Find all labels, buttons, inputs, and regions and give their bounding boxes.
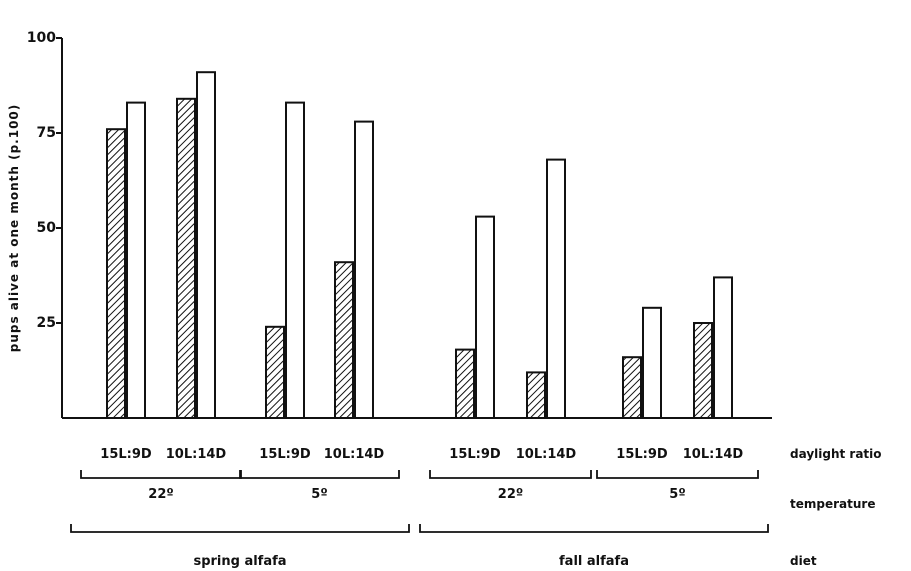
diet-group-label: spring alfafa	[193, 554, 286, 569]
y-tick-label: 25	[37, 315, 56, 331]
y-tick-label: 100	[27, 30, 56, 46]
daylight-ratio-label: 10L:14D	[683, 447, 744, 462]
temperature-group-label: 22º	[148, 487, 173, 502]
temperature-group-bracket	[429, 470, 592, 479]
temperature-group-label: 5º	[669, 487, 685, 502]
daylight-ratio-label: 10L:14D	[516, 447, 577, 462]
daylight-ratio-label: 15L:9D	[100, 447, 152, 462]
hatched-bar	[622, 356, 642, 420]
open-bar	[126, 101, 146, 419]
open-bar	[354, 120, 374, 419]
daylight-ratio-label: 15L:9D	[616, 447, 668, 462]
temperature-group-bracket	[80, 470, 242, 479]
open-bar	[285, 101, 305, 419]
hatched-bar	[265, 325, 285, 419]
hatched-bar	[455, 348, 475, 420]
daylight-ratio-label: 15L:9D	[449, 447, 501, 462]
row-labels: daylight ratio temperature diet	[790, 447, 882, 568]
temperature-brackets: 22º 5º 22º 5º	[80, 470, 759, 502]
daylight-ratio-row-label: daylight ratio	[790, 447, 882, 461]
diet-brackets: spring alfafa fall alfafa	[70, 524, 769, 569]
y-tick-label: 75	[37, 125, 56, 141]
temperature-row-label: temperature	[790, 497, 875, 511]
daylight-ratio-label: 10L:14D	[324, 447, 385, 462]
hatched-bar	[693, 322, 713, 419]
y-tick-label: 50	[37, 220, 57, 236]
y-axis-label: pups alive at one month (p.100)	[7, 104, 21, 353]
y-tick-labels: 25 50 75 100	[27, 30, 62, 331]
open-bar	[642, 306, 662, 419]
open-bar	[546, 158, 566, 419]
open-bar	[713, 276, 733, 419]
temperature-group-bracket	[239, 470, 400, 479]
bars	[106, 71, 733, 420]
daylight-ratio-labels: 15L:9D 10L:14D 15L:9D 10L:14D 15L:9D 10L:14D 1…	[100, 447, 743, 462]
open-bar	[475, 215, 495, 419]
temperature-group-label: 22º	[498, 487, 523, 502]
diet-group-label: fall alfafa	[559, 554, 629, 569]
daylight-ratio-label: 15L:9D	[259, 447, 311, 462]
temperature-group-label: 5º	[311, 487, 327, 502]
hatched-bar	[106, 128, 126, 419]
diet-group-bracket	[70, 524, 410, 533]
daylight-ratio-label: 10L:14D	[166, 447, 227, 462]
open-bar	[196, 71, 216, 419]
hatched-bar	[334, 261, 354, 420]
hatched-bar	[526, 371, 546, 419]
temperature-group-bracket	[596, 470, 759, 479]
diet-group-bracket	[419, 524, 769, 533]
diet-row-label: diet	[790, 554, 817, 568]
hatched-bar	[176, 97, 196, 420]
